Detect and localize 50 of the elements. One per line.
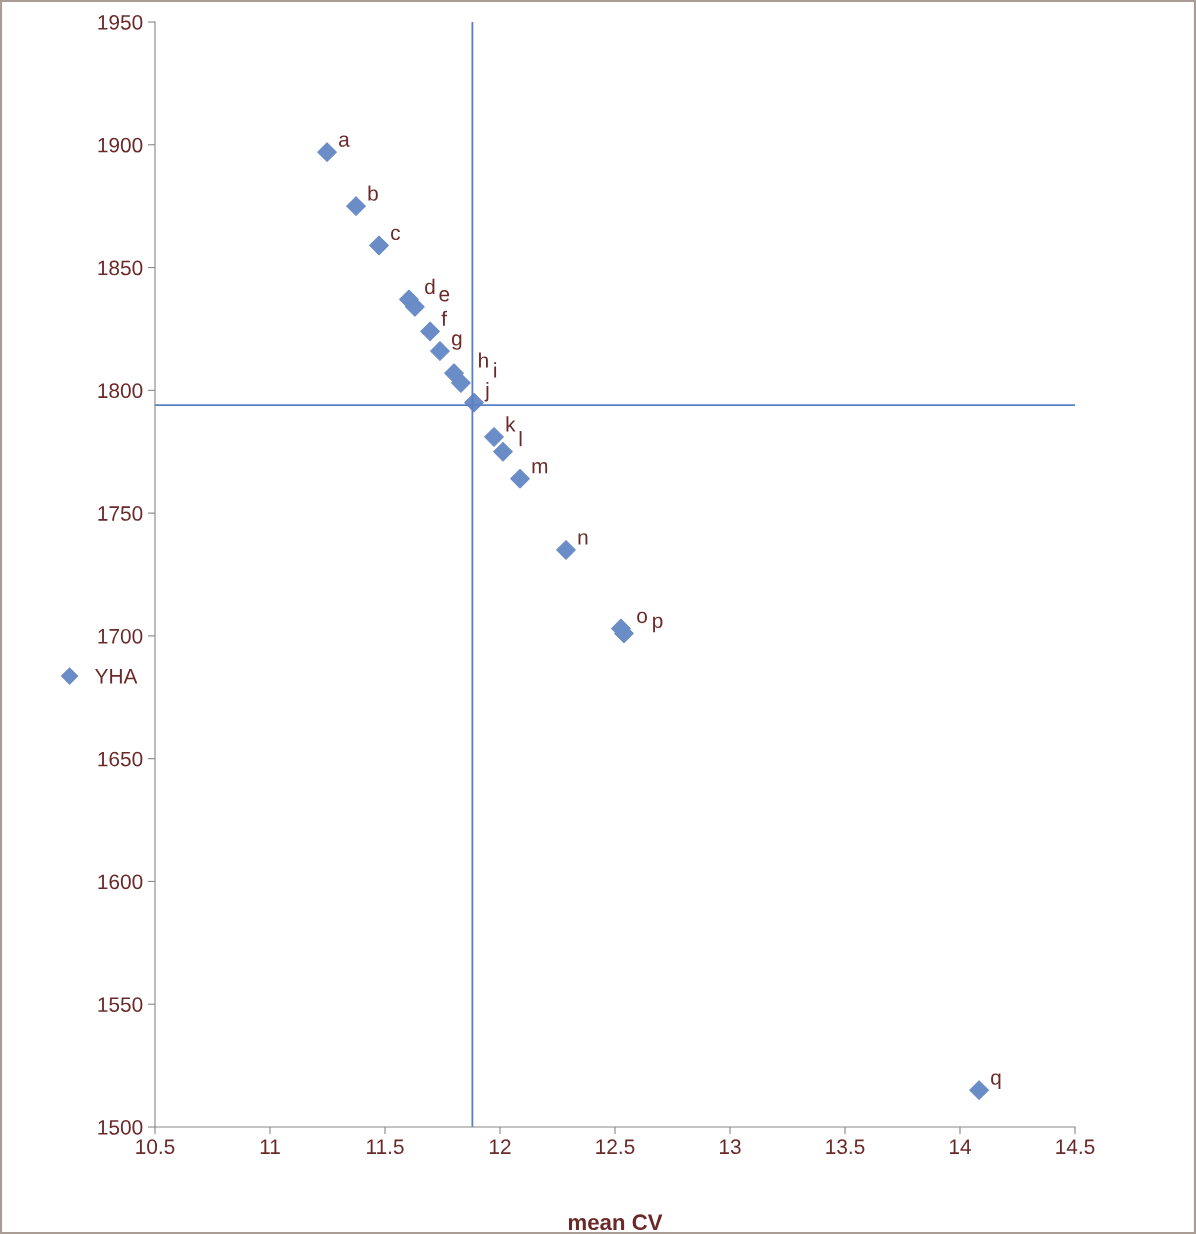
annotation: f [441,310,448,326]
x-tick-label: 12 [490,1139,511,1154]
x-tick-label: 13 [720,1139,741,1155]
x-tick-label: 12.5 [596,1139,635,1155]
annotation: i [494,362,497,378]
annotation: g [451,334,462,350]
annotation: q [991,1073,1001,1089]
y-tick-label: 1750 [98,506,143,521]
point [420,321,440,342]
y-tick-label: 1850 [98,260,143,276]
point [484,427,504,447]
annotation: m [532,461,548,474]
point [405,297,425,317]
x-tick-label: 10.5 [136,1139,175,1155]
y-tick-label: 1800 [98,383,143,399]
point [451,373,471,393]
annotation: o [637,611,647,624]
annotation: h [479,352,488,368]
x-axis-title: mean CV [568,1214,663,1231]
annotation: c [391,228,400,241]
y-tick-label: 1700 [98,628,143,644]
annotation: k [506,416,516,432]
point [369,235,389,256]
annotation: a [339,135,350,147]
y-tick-label: 1600 [98,874,143,890]
point [430,341,450,361]
annotation: n [578,533,588,545]
x-tick-label: 11 [260,1139,280,1154]
point [556,540,576,560]
point [346,196,366,217]
y-tick-label: 1650 [98,751,143,767]
x-tick-label: 11.5 [367,1139,404,1155]
annotation: b [368,185,378,201]
annotation: l [519,431,522,447]
y-tick-label: 1900 [98,137,143,153]
point [493,441,513,462]
annotation: j [484,381,489,402]
point [969,1080,989,1101]
annotation: e [439,290,450,302]
point [317,142,337,162]
x-tick-label: 13.5 [826,1139,865,1155]
annotation: p [653,616,663,633]
y-tick-label: 1950 [98,15,143,30]
point [510,468,530,489]
x-tick-label: 14 [950,1139,971,1154]
legend-label: YHA [95,669,138,684]
annotation: d [425,278,435,295]
x-tick-label: 14.5 [1056,1139,1095,1155]
y-tick-label: 1500 [98,1120,143,1135]
y-tick-label: 1550 [98,997,143,1012]
